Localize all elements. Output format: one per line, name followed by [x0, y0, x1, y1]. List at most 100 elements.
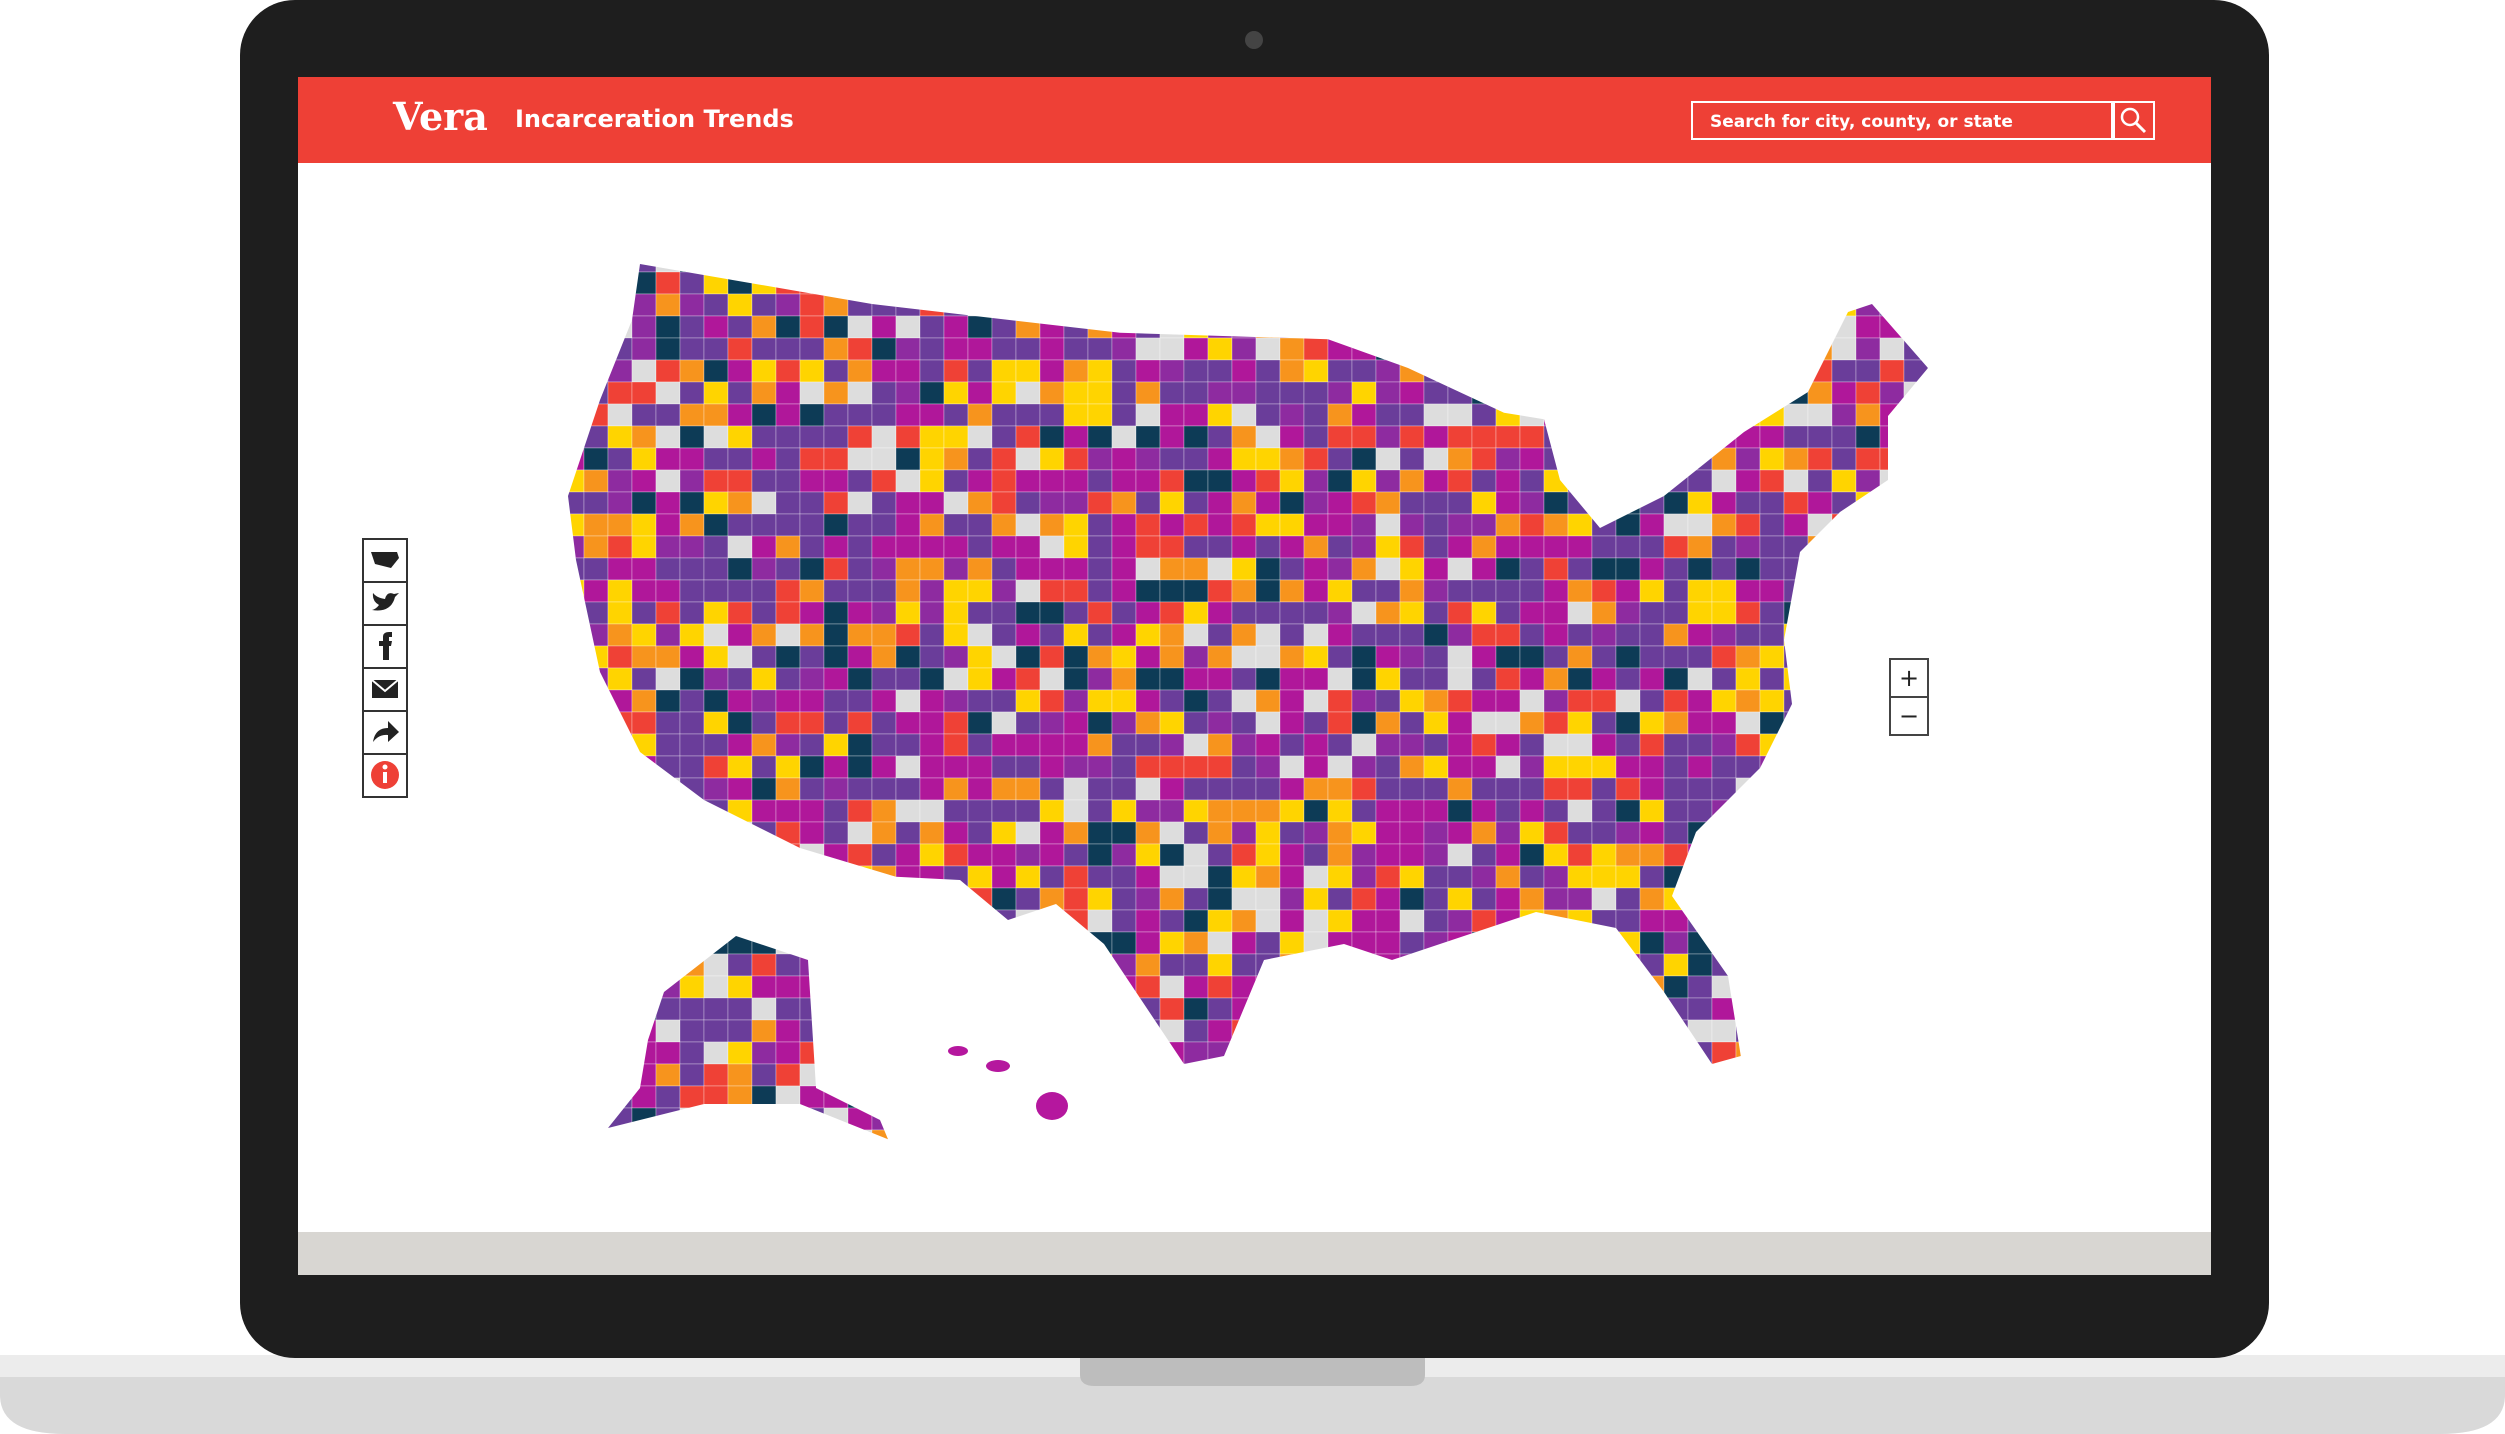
- county: [1471, 821, 1497, 845]
- county: [871, 579, 897, 603]
- county: [727, 513, 753, 537]
- county: [823, 381, 849, 405]
- county: [1159, 623, 1185, 647]
- search-input[interactable]: [1691, 101, 2113, 140]
- county: [1399, 887, 1425, 911]
- county: [1063, 623, 1089, 647]
- county: [1471, 865, 1497, 889]
- county: [631, 293, 657, 317]
- county: [991, 579, 1017, 603]
- hawaii[interactable]: [948, 1046, 1068, 1120]
- county: [655, 1041, 681, 1065]
- county: [823, 799, 849, 823]
- county: [1063, 535, 1089, 559]
- logo[interactable]: Vera: [392, 94, 488, 139]
- county: [1015, 337, 1041, 361]
- county: [1735, 579, 1761, 603]
- county: [1495, 425, 1521, 449]
- county: [1135, 513, 1161, 537]
- county: [1159, 997, 1185, 1021]
- county: [1423, 843, 1449, 867]
- county: [1087, 601, 1113, 625]
- county: [1183, 513, 1209, 537]
- county: [775, 535, 801, 559]
- county: [751, 777, 777, 801]
- county: [1279, 513, 1305, 537]
- county: [1639, 535, 1665, 559]
- county: [1759, 535, 1785, 559]
- county: [679, 557, 705, 581]
- county: [1159, 909, 1185, 933]
- county: [1399, 843, 1425, 867]
- county: [1207, 623, 1233, 647]
- county: [607, 403, 633, 427]
- zoom-out-button[interactable]: [1889, 696, 1929, 736]
- county: [1231, 887, 1257, 911]
- county: [775, 447, 801, 471]
- county: [943, 513, 969, 537]
- county: [895, 557, 921, 581]
- county: [1663, 513, 1689, 537]
- county: [1015, 491, 1041, 515]
- county: [1063, 403, 1089, 427]
- us-icon: [371, 552, 399, 568]
- county: [1567, 601, 1593, 625]
- county: [1711, 645, 1737, 669]
- county: [1039, 535, 1065, 559]
- county: [1111, 711, 1137, 735]
- county: [1423, 865, 1449, 889]
- county: [1183, 799, 1209, 823]
- county: [1111, 381, 1137, 405]
- county: [1711, 513, 1737, 537]
- county: [991, 755, 1017, 779]
- county: [1207, 535, 1233, 559]
- site-title: Incarceration Trends: [515, 105, 794, 133]
- county: [751, 1019, 777, 1043]
- county: [703, 557, 729, 581]
- county: [967, 447, 993, 471]
- county: [1495, 865, 1521, 889]
- county: [1279, 337, 1305, 361]
- county: [751, 953, 777, 977]
- county: [1423, 733, 1449, 757]
- county: [847, 733, 873, 757]
- county: [919, 513, 945, 537]
- county: [799, 777, 825, 801]
- county: [1519, 491, 1545, 515]
- county: [1327, 733, 1353, 757]
- county: [1279, 755, 1305, 779]
- county: [1063, 711, 1089, 735]
- search-button[interactable]: [2113, 101, 2155, 140]
- county: [727, 1041, 753, 1065]
- county: [1543, 887, 1569, 911]
- county: [967, 557, 993, 581]
- county: [679, 1063, 705, 1087]
- county: [1039, 557, 1065, 581]
- county: [1303, 381, 1329, 405]
- county: [1231, 601, 1257, 625]
- county: [1135, 689, 1161, 713]
- county: [991, 557, 1017, 581]
- county: [703, 975, 729, 999]
- county: [703, 997, 729, 1021]
- county: [871, 337, 897, 361]
- county: [991, 843, 1017, 867]
- zoom-out-label: −: [1899, 702, 1919, 730]
- county: [799, 425, 825, 449]
- county: [1327, 755, 1353, 779]
- county: [1303, 403, 1329, 427]
- county: [1375, 755, 1401, 779]
- county: [1327, 425, 1353, 449]
- county: [1351, 865, 1377, 889]
- county: [1615, 909, 1641, 933]
- county: [1063, 601, 1089, 625]
- county: [1663, 689, 1689, 713]
- county: [751, 513, 777, 537]
- county: [823, 733, 849, 757]
- county: [943, 491, 969, 515]
- county: [1015, 799, 1041, 823]
- county: [1543, 711, 1569, 735]
- zoom-in-button[interactable]: [1889, 658, 1929, 698]
- county: [1063, 447, 1089, 471]
- county: [1423, 711, 1449, 735]
